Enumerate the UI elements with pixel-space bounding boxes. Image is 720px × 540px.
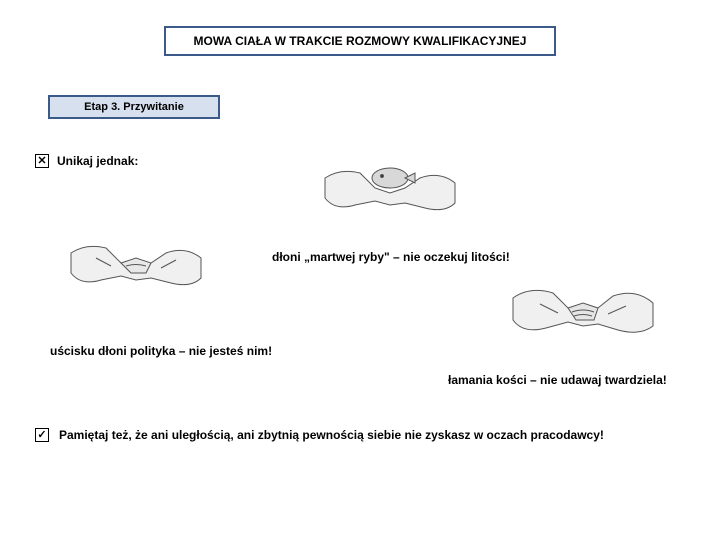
caption-fish: dłoni „martwej ryby" – nie oczekuj litoś… <box>272 250 510 264</box>
remember-text: Pamiętaj też, że ani uległością, ani zby… <box>59 428 604 442</box>
handshake-bone-image <box>508 268 658 358</box>
check-icon: ✓ <box>35 428 49 442</box>
cross-icon: ✕ <box>35 154 49 168</box>
caption-politician: uścisku dłoni polityka – nie jesteś nim! <box>50 344 272 358</box>
title-text: MOWA CIAŁA W TRAKCIE ROZMOWY KWALIFIKACY… <box>194 34 527 48</box>
avoid-line: ✕ Unikaj jednak: <box>35 154 138 168</box>
handshake-fish-image <box>320 148 460 238</box>
caption-bone: łamania kości – nie udawaj twardziela! <box>448 373 667 387</box>
subtitle-text: Etap 3. Przywitanie <box>84 101 184 113</box>
handshake-politician-image <box>66 218 206 318</box>
subtitle-box: Etap 3. Przywitanie <box>48 95 220 119</box>
title-box: MOWA CIAŁA W TRAKCIE ROZMOWY KWALIFIKACY… <box>164 26 556 56</box>
remember-line: ✓ Pamiętaj też, że ani uległością, ani z… <box>35 428 604 442</box>
avoid-text: Unikaj jednak: <box>57 154 138 168</box>
